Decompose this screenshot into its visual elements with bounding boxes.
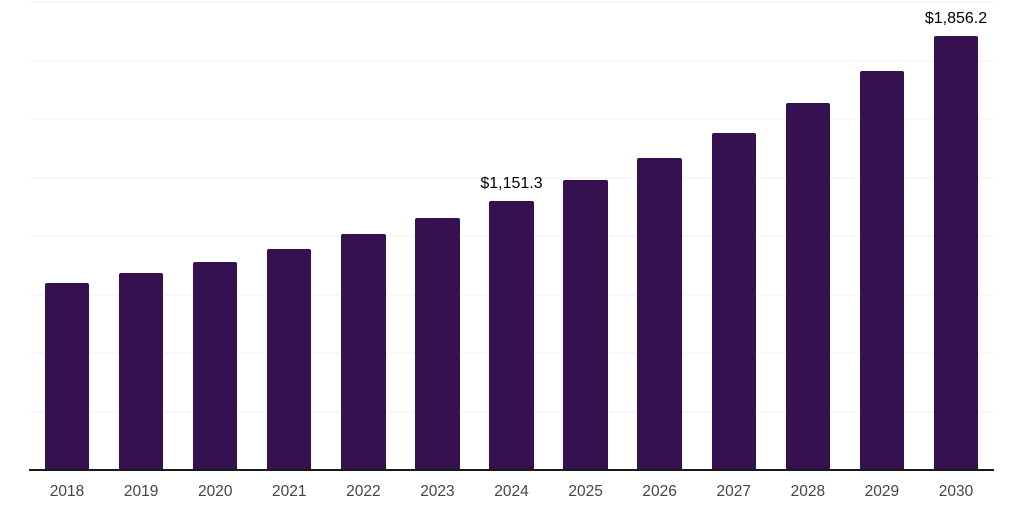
bars: $1,151.3 $1,856.2 (30, 2, 993, 470)
bar-2022 (341, 234, 386, 470)
bar-column-2025 (549, 2, 623, 470)
bar-2026 (637, 157, 682, 470)
x-tick-2027: 2027 (716, 483, 751, 500)
x-tick-2019: 2019 (123, 483, 159, 500)
x-tick-2022: 2022 (346, 483, 381, 500)
gridline (30, 60, 993, 61)
bar-2030 (933, 35, 979, 470)
data-label-2024: $1,151.3 (480, 174, 543, 192)
bar-column-2020 (178, 2, 252, 470)
bar-2025 (563, 180, 608, 470)
bar-2027 (711, 132, 756, 470)
bar-column-2027 (697, 2, 771, 470)
bar-column-2028 (771, 2, 845, 470)
bar-2019 (118, 273, 164, 470)
bar-column-2030: $1,856.2 (919, 2, 993, 470)
x-tick-2025: 2025 (568, 483, 603, 500)
bar-column-2022 (326, 2, 400, 470)
x-tick-2028: 2028 (790, 483, 826, 500)
x-tick-2023: 2023 (420, 483, 455, 500)
bar-2018 (44, 283, 90, 470)
gridline (30, 118, 993, 120)
x-tick-2030: 2030 (938, 483, 974, 500)
bar-2024 (489, 200, 534, 470)
bar-2029 (859, 71, 905, 470)
bar-column-2023 (400, 2, 474, 470)
x-axis-line (29, 469, 994, 471)
x-tick-2018: 2018 (49, 483, 85, 500)
bar-column-2021 (252, 2, 326, 470)
x-tick-2024: 2024 (494, 483, 529, 500)
bar-column-2029 (845, 2, 919, 470)
bar-column-2024: $1,151.3 (474, 2, 548, 470)
x-tick-2026: 2026 (642, 483, 677, 500)
x-tick-2021: 2021 (272, 483, 307, 500)
gridline (30, 177, 993, 178)
gridline (30, 1, 993, 3)
data-label-2030: $1,856.2 (924, 9, 988, 27)
x-tick-2020: 2020 (197, 483, 233, 500)
bar-2020 (192, 261, 238, 470)
bar-2028 (785, 102, 831, 470)
x-tick-2029: 2029 (864, 483, 900, 500)
bar-2023 (415, 218, 460, 470)
plot-area: $1,151.3 $1,856.2 (30, 1, 993, 470)
bar-2021 (267, 249, 312, 470)
bar-column-2018 (30, 2, 104, 470)
bar-column-2019 (104, 2, 178, 470)
x-axis-labels: 2018 2019 2020 2021 2022 2023 2024 2025 2026 2027… (30, 483, 993, 501)
bar-column-2026 (623, 2, 697, 470)
